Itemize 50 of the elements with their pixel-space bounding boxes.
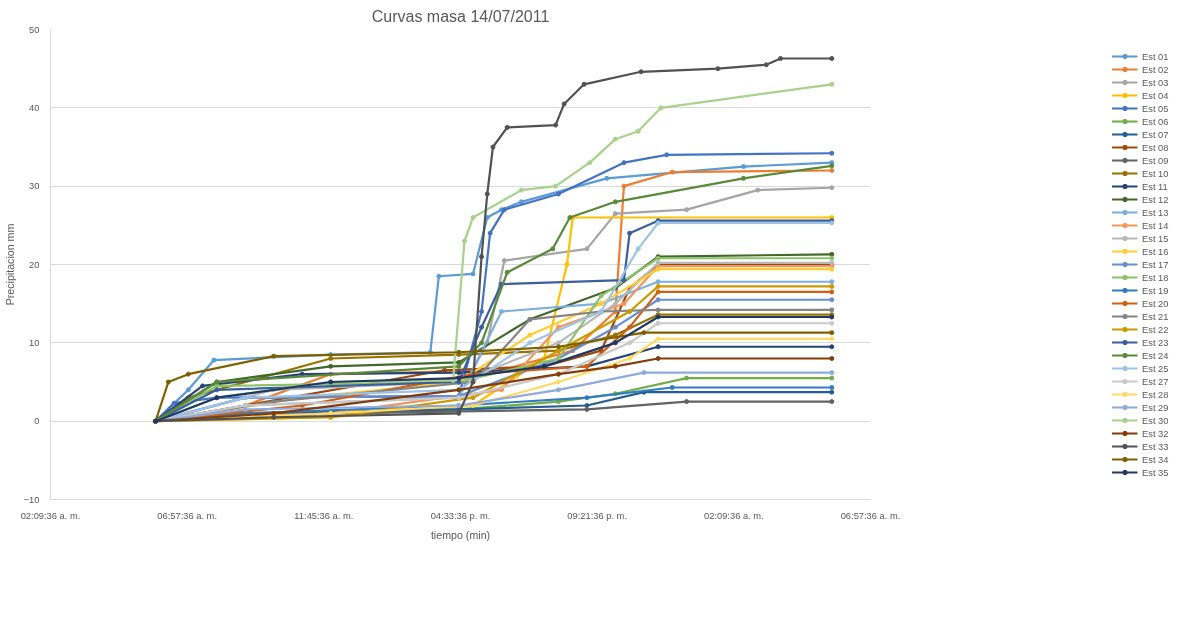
legend-label: Est 18 [1142, 271, 1170, 283]
legend-label: Est 05 [1142, 102, 1170, 114]
y-tick-label: −10 [23, 494, 40, 505]
y-tick-label: 10 [29, 337, 40, 348]
legend-label: Est 07 [1142, 128, 1170, 140]
legend-label: Est 13 [1142, 206, 1170, 218]
y-tick-label: 30 [29, 181, 40, 192]
y-tick-label: 20 [29, 259, 40, 270]
x-tick-label: 02:09:36 a. m. [704, 510, 764, 521]
legend-label: Est 23 [1142, 336, 1170, 348]
y-axis-title: Precipitacion mm [3, 223, 16, 306]
x-tick-label: 11:45:36 a. m. [294, 510, 354, 521]
legend-label: Est 28 [1142, 388, 1170, 400]
legend-label: Est 33 [1142, 440, 1170, 452]
x-tick-label: 04:33:36 p. m. [430, 510, 491, 521]
x-tick-label: 06:57:36 a. m. [840, 510, 901, 521]
legend-label: Est 29 [1142, 401, 1170, 413]
x-axis-title: tiempo (min) [430, 528, 491, 541]
legend-label: Est 21 [1142, 310, 1170, 322]
legend-label: Est 16 [1142, 245, 1170, 257]
legend-label: Est 27 [1142, 375, 1170, 387]
legend-label: Est 11 [1142, 180, 1169, 192]
legend-label: Est 09 [1142, 154, 1170, 166]
legend-label: Est 14 [1142, 219, 1170, 231]
legend-label: Est 02 [1142, 63, 1170, 75]
legend-label: Est 15 [1142, 232, 1170, 244]
y-tick-label: 0 [34, 416, 40, 427]
legend-label: Est 17 [1142, 258, 1170, 270]
legend-label: Est 03 [1142, 76, 1170, 88]
legend-label: Est 24 [1142, 349, 1170, 361]
legend-label: Est 22 [1142, 323, 1170, 335]
legend-label: Est 12 [1142, 193, 1170, 205]
legend-label: Est 34 [1142, 453, 1170, 465]
legend-label: Est 25 [1142, 362, 1170, 374]
legend-label: Est 04 [1142, 89, 1170, 101]
chart-title: Curvas masa 14/07/2011 [371, 7, 550, 25]
y-tick-label: 50 [29, 24, 40, 35]
legend-label: Est 10 [1142, 167, 1170, 179]
x-tick-label: 09:21:36 p. m. [567, 510, 627, 521]
legend-label: Est 06 [1142, 115, 1170, 127]
legend-label: Est 19 [1142, 284, 1170, 296]
legend-label: Est 20 [1142, 297, 1170, 309]
legend-label: Est 30 [1142, 414, 1170, 426]
legend-label: Est 35 [1142, 466, 1170, 478]
y-tick-label: 40 [29, 102, 40, 113]
legend-label: Est 01 [1142, 50, 1170, 62]
x-tick-label: 02:09:36 a. m. [20, 510, 81, 521]
legend-label: Est 32 [1142, 427, 1170, 439]
x-tick-label: 06:57:36 a. m. [157, 510, 217, 521]
legend-label: Est 08 [1142, 141, 1170, 153]
